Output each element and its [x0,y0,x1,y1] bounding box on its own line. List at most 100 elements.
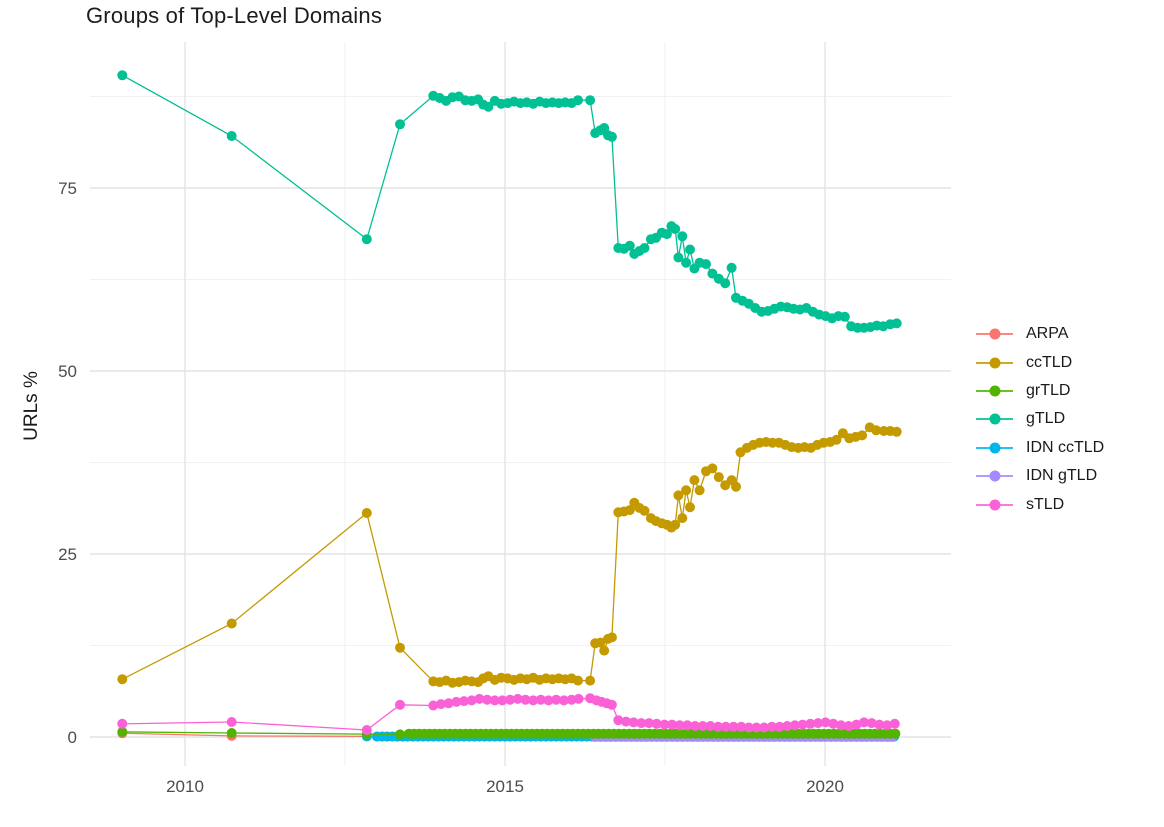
data-point [226,618,237,629]
data-point [720,721,731,732]
data-point [535,694,546,705]
data-point [624,240,635,251]
legend-label: IDN ccTLD [1026,438,1105,456]
data-point [682,720,693,731]
data-point [726,262,737,273]
data-point [543,695,554,706]
data-point [573,675,583,686]
data-point [759,722,770,733]
data-point [694,485,705,496]
legend-label: sTLD [1026,495,1065,513]
data-point [644,718,654,729]
data-point [685,244,695,255]
data-point [677,231,688,242]
data-point [871,425,882,436]
data-point [639,505,650,516]
legend-label: IDN gTLD [1026,467,1098,485]
data-point [395,699,405,710]
data-point [226,717,237,727]
data-point [851,719,862,730]
data-point [891,318,902,329]
data-point [551,694,562,705]
data-point [728,721,739,732]
data-point [636,718,647,729]
data-point [443,698,454,709]
data-point [466,695,477,706]
data-point [451,696,462,707]
data-point [685,502,695,513]
data-point [606,131,617,142]
series-gtld [117,70,902,333]
legend-item-arpa: ARPA [976,320,1104,348]
data-point [512,693,523,704]
data-point [891,426,902,437]
data-point [805,718,816,729]
data-point [705,721,716,731]
chart-title: Groups of Top-Level Domains [86,3,383,28]
data-point [857,430,868,441]
data-point [606,699,617,710]
data-point [474,693,485,704]
legend-item-cctld: ccTLD [976,348,1104,376]
data-point [670,224,681,234]
legend: ARPA ccTLD grTLD gTLD IDN ccTLD IDN gTLD sTLD [976,320,1104,519]
legend-key-icon [976,498,1013,511]
y-tick-label: 25 [58,545,77,564]
data-point [117,726,128,737]
legend-item-idn-cctld: IDN ccTLD [976,434,1104,462]
legend-item-grtld: grTLD [976,377,1104,405]
data-point [743,722,754,733]
data-point [489,695,500,706]
y-tick-label: 0 [68,728,77,747]
data-point [673,490,684,501]
data-point [766,721,777,732]
data-point [361,725,372,735]
legend-key-icon [976,384,1013,397]
data-point [497,695,508,706]
data-point [528,695,539,706]
data-point [831,434,842,445]
y-axis-title: URLs % [21,371,42,441]
data-point [361,234,372,245]
data-point [459,696,469,707]
series-stld [117,693,900,735]
data-point [226,728,237,738]
data-point [677,513,688,524]
data-point [874,719,885,730]
data-point [659,719,670,730]
legend-key-icon [976,356,1013,369]
legend-key-icon [976,328,1013,341]
data-point [839,311,850,322]
data-point [651,718,662,729]
x-tick-label: 2020 [806,777,844,796]
legend-item-gtld: gTLD [976,405,1104,433]
data-point [813,718,823,729]
data-point [707,463,718,474]
legend-label: ARPA [1026,325,1069,343]
data-point [751,722,762,733]
data-point [681,485,692,496]
data-point [689,475,700,486]
data-point [836,720,846,731]
legend-label: ccTLD [1026,353,1073,371]
data-point [736,721,747,732]
x-tick-label: 2015 [486,777,524,796]
legend-item-stld: sTLD [976,490,1104,518]
legend-label: gTLD [1026,410,1066,428]
data-point [797,719,808,730]
data-point [226,131,237,141]
data-point [628,717,639,728]
gridlines [90,42,951,766]
data-point [117,718,128,729]
x-tick-labels: 2010 2015 2020 [166,777,844,796]
data-point [639,243,650,253]
data-point [558,695,569,706]
data-point [890,728,901,739]
legend-key-icon [976,441,1013,454]
data-point [674,720,685,731]
data-point [585,95,596,106]
data-point [843,721,854,731]
data-point [713,721,724,732]
